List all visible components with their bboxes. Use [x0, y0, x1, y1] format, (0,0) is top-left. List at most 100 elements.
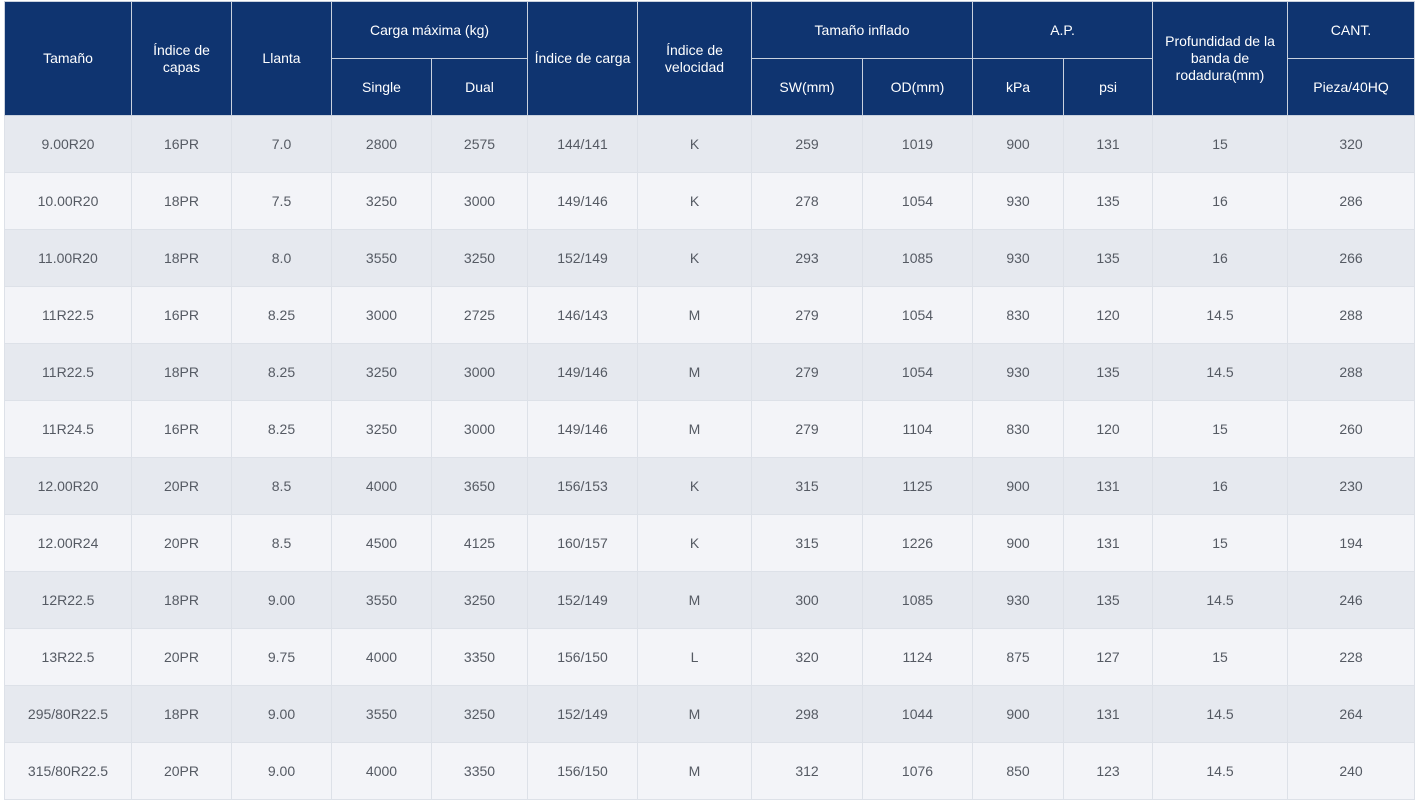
header-tread-depth: Profundidad de la banda de rodadura(mm): [1152, 1, 1289, 116]
table-row: 295/80R22.5 18PR 9.00 3550 3250 152/149 M 298 10…: [4, 685, 1416, 743]
cell-load-single: 3550: [331, 571, 432, 629]
cell-load-index: 156/150: [527, 628, 638, 686]
cell-od: 1226: [861, 514, 974, 572]
header-rim: Llanta: [231, 1, 332, 116]
cell-quantity: 240: [1287, 742, 1416, 800]
cell-od: 1085: [861, 571, 974, 629]
cell-load-dual: 3650: [431, 457, 528, 515]
cell-psi: 131: [1063, 457, 1154, 515]
cell-load-single: 4000: [331, 628, 432, 686]
cell-rim: 7.0: [231, 115, 332, 173]
cell-speed-index: M: [637, 286, 752, 344]
cell-ply-rating: 18PR: [131, 343, 232, 401]
cell-od: 1124: [861, 628, 974, 686]
cell-kpa: 900: [972, 457, 1065, 515]
cell-sw: 279: [751, 343, 863, 401]
header-air-pressure: A.P.: [972, 1, 1154, 59]
table-row: 10.00R20 18PR 7.5 3250 3000 149/146 K 278 1054 93…: [4, 172, 1416, 230]
cell-load-dual: 3250: [431, 685, 528, 743]
cell-rim: 7.5: [231, 172, 332, 230]
cell-tread-depth: 15: [1152, 514, 1289, 572]
cell-quantity: 194: [1287, 514, 1416, 572]
header-ply-rating: Índice de capas: [131, 1, 232, 116]
cell-speed-index: K: [637, 172, 752, 230]
cell-size: 315/80R22.5: [4, 742, 132, 800]
cell-rim: 9.00: [231, 685, 332, 743]
cell-ply-rating: 20PR: [131, 628, 232, 686]
cell-tread-depth: 14.5: [1152, 343, 1289, 401]
cell-od: 1054: [861, 343, 974, 401]
cell-od: 1085: [861, 229, 974, 287]
table-row: 11R24.5 16PR 8.25 3250 3000 149/146 M 279 1104 83…: [4, 400, 1416, 458]
cell-ply-rating: 20PR: [131, 457, 232, 515]
cell-load-index: 149/146: [527, 400, 638, 458]
table-row: 9.00R20 16PR 7.0 2800 2575 144/141 K 259 1019 900…: [4, 115, 1416, 173]
cell-ply-rating: 20PR: [131, 514, 232, 572]
cell-rim: 8.5: [231, 514, 332, 572]
cell-od: 1104: [861, 400, 974, 458]
cell-tread-depth: 14.5: [1152, 286, 1289, 344]
cell-kpa: 930: [972, 571, 1065, 629]
cell-sw: 278: [751, 172, 863, 230]
header-inflated-size: Tamaño inflado: [750, 1, 974, 59]
header-quantity: CANT.: [1287, 1, 1416, 59]
header-sw: SW(mm): [751, 58, 863, 116]
header-max-load: Carga máxima (kg): [331, 1, 528, 59]
cell-load-dual: 3000: [431, 172, 528, 230]
cell-speed-index: M: [637, 343, 752, 401]
cell-size: 295/80R22.5: [4, 685, 132, 743]
cell-ply-rating: 18PR: [131, 229, 232, 287]
cell-sw: 315: [751, 514, 863, 572]
header-size: Tamaño: [4, 1, 132, 116]
cell-speed-index: K: [637, 457, 752, 515]
cell-sw: 279: [751, 286, 863, 344]
cell-quantity: 230: [1287, 457, 1416, 515]
cell-load-dual: 3350: [431, 628, 528, 686]
header-dual: Dual: [431, 58, 528, 116]
cell-tread-depth: 14.5: [1152, 685, 1289, 743]
cell-kpa: 930: [972, 172, 1065, 230]
table-row: 12.00R24 20PR 8.5 4500 4125 160/157 K 315 1226 90…: [4, 514, 1416, 572]
header-single: Single: [331, 58, 432, 116]
cell-load-index: 152/149: [527, 229, 638, 287]
cell-rim: 8.0: [231, 229, 332, 287]
cell-rim: 9.00: [231, 571, 332, 629]
cell-load-single: 4000: [331, 457, 432, 515]
cell-rim: 9.75: [231, 628, 332, 686]
cell-tread-depth: 15: [1152, 628, 1289, 686]
cell-load-single: 4500: [331, 514, 432, 572]
cell-load-single: 4000: [331, 742, 432, 800]
table-row: 11.00R20 18PR 8.0 3550 3250 152/149 K 293 1085 93…: [4, 229, 1416, 287]
cell-psi: 135: [1063, 229, 1154, 287]
table-row: 315/80R22.5 20PR 9.00 4000 3350 156/150 M 312 10…: [4, 742, 1416, 800]
cell-load-single: 3250: [331, 343, 432, 401]
cell-rim: 8.25: [231, 400, 332, 458]
cell-load-dual: 4125: [431, 514, 528, 572]
cell-load-single: 3000: [331, 286, 432, 344]
cell-size: 10.00R20: [4, 172, 132, 230]
header-load-index: Índice de carga: [527, 1, 638, 116]
cell-od: 1054: [861, 286, 974, 344]
cell-sw: 259: [751, 115, 863, 173]
cell-size: 12R22.5: [4, 571, 132, 629]
cell-load-single: 3550: [331, 229, 432, 287]
cell-sw: 320: [751, 628, 863, 686]
cell-load-index: 149/146: [527, 343, 638, 401]
cell-load-dual: 3000: [431, 343, 528, 401]
cell-load-index: 152/149: [527, 571, 638, 629]
cell-load-index: 156/150: [527, 742, 638, 800]
cell-quantity: 260: [1287, 400, 1416, 458]
cell-size: 12.00R20: [4, 457, 132, 515]
cell-quantity: 264: [1287, 685, 1416, 743]
cell-load-dual: 3250: [431, 229, 528, 287]
tire-spec-table-container: Tamaño Índice de capas Llanta Carga máxi…: [4, 1, 1416, 800]
header-od: OD(mm): [861, 58, 974, 116]
cell-rim: 9.00: [231, 742, 332, 800]
cell-load-dual: 2575: [431, 115, 528, 173]
cell-psi: 127: [1063, 628, 1154, 686]
cell-tread-depth: 16: [1152, 229, 1289, 287]
cell-size: 11R22.5: [4, 286, 132, 344]
cell-speed-index: K: [637, 115, 752, 173]
table-row: 11R22.5 18PR 8.25 3250 3000 149/146 M 279 1054 93…: [4, 343, 1416, 401]
table-row: 12.00R20 20PR 8.5 4000 3650 156/153 K 315 1125 90…: [4, 457, 1416, 515]
